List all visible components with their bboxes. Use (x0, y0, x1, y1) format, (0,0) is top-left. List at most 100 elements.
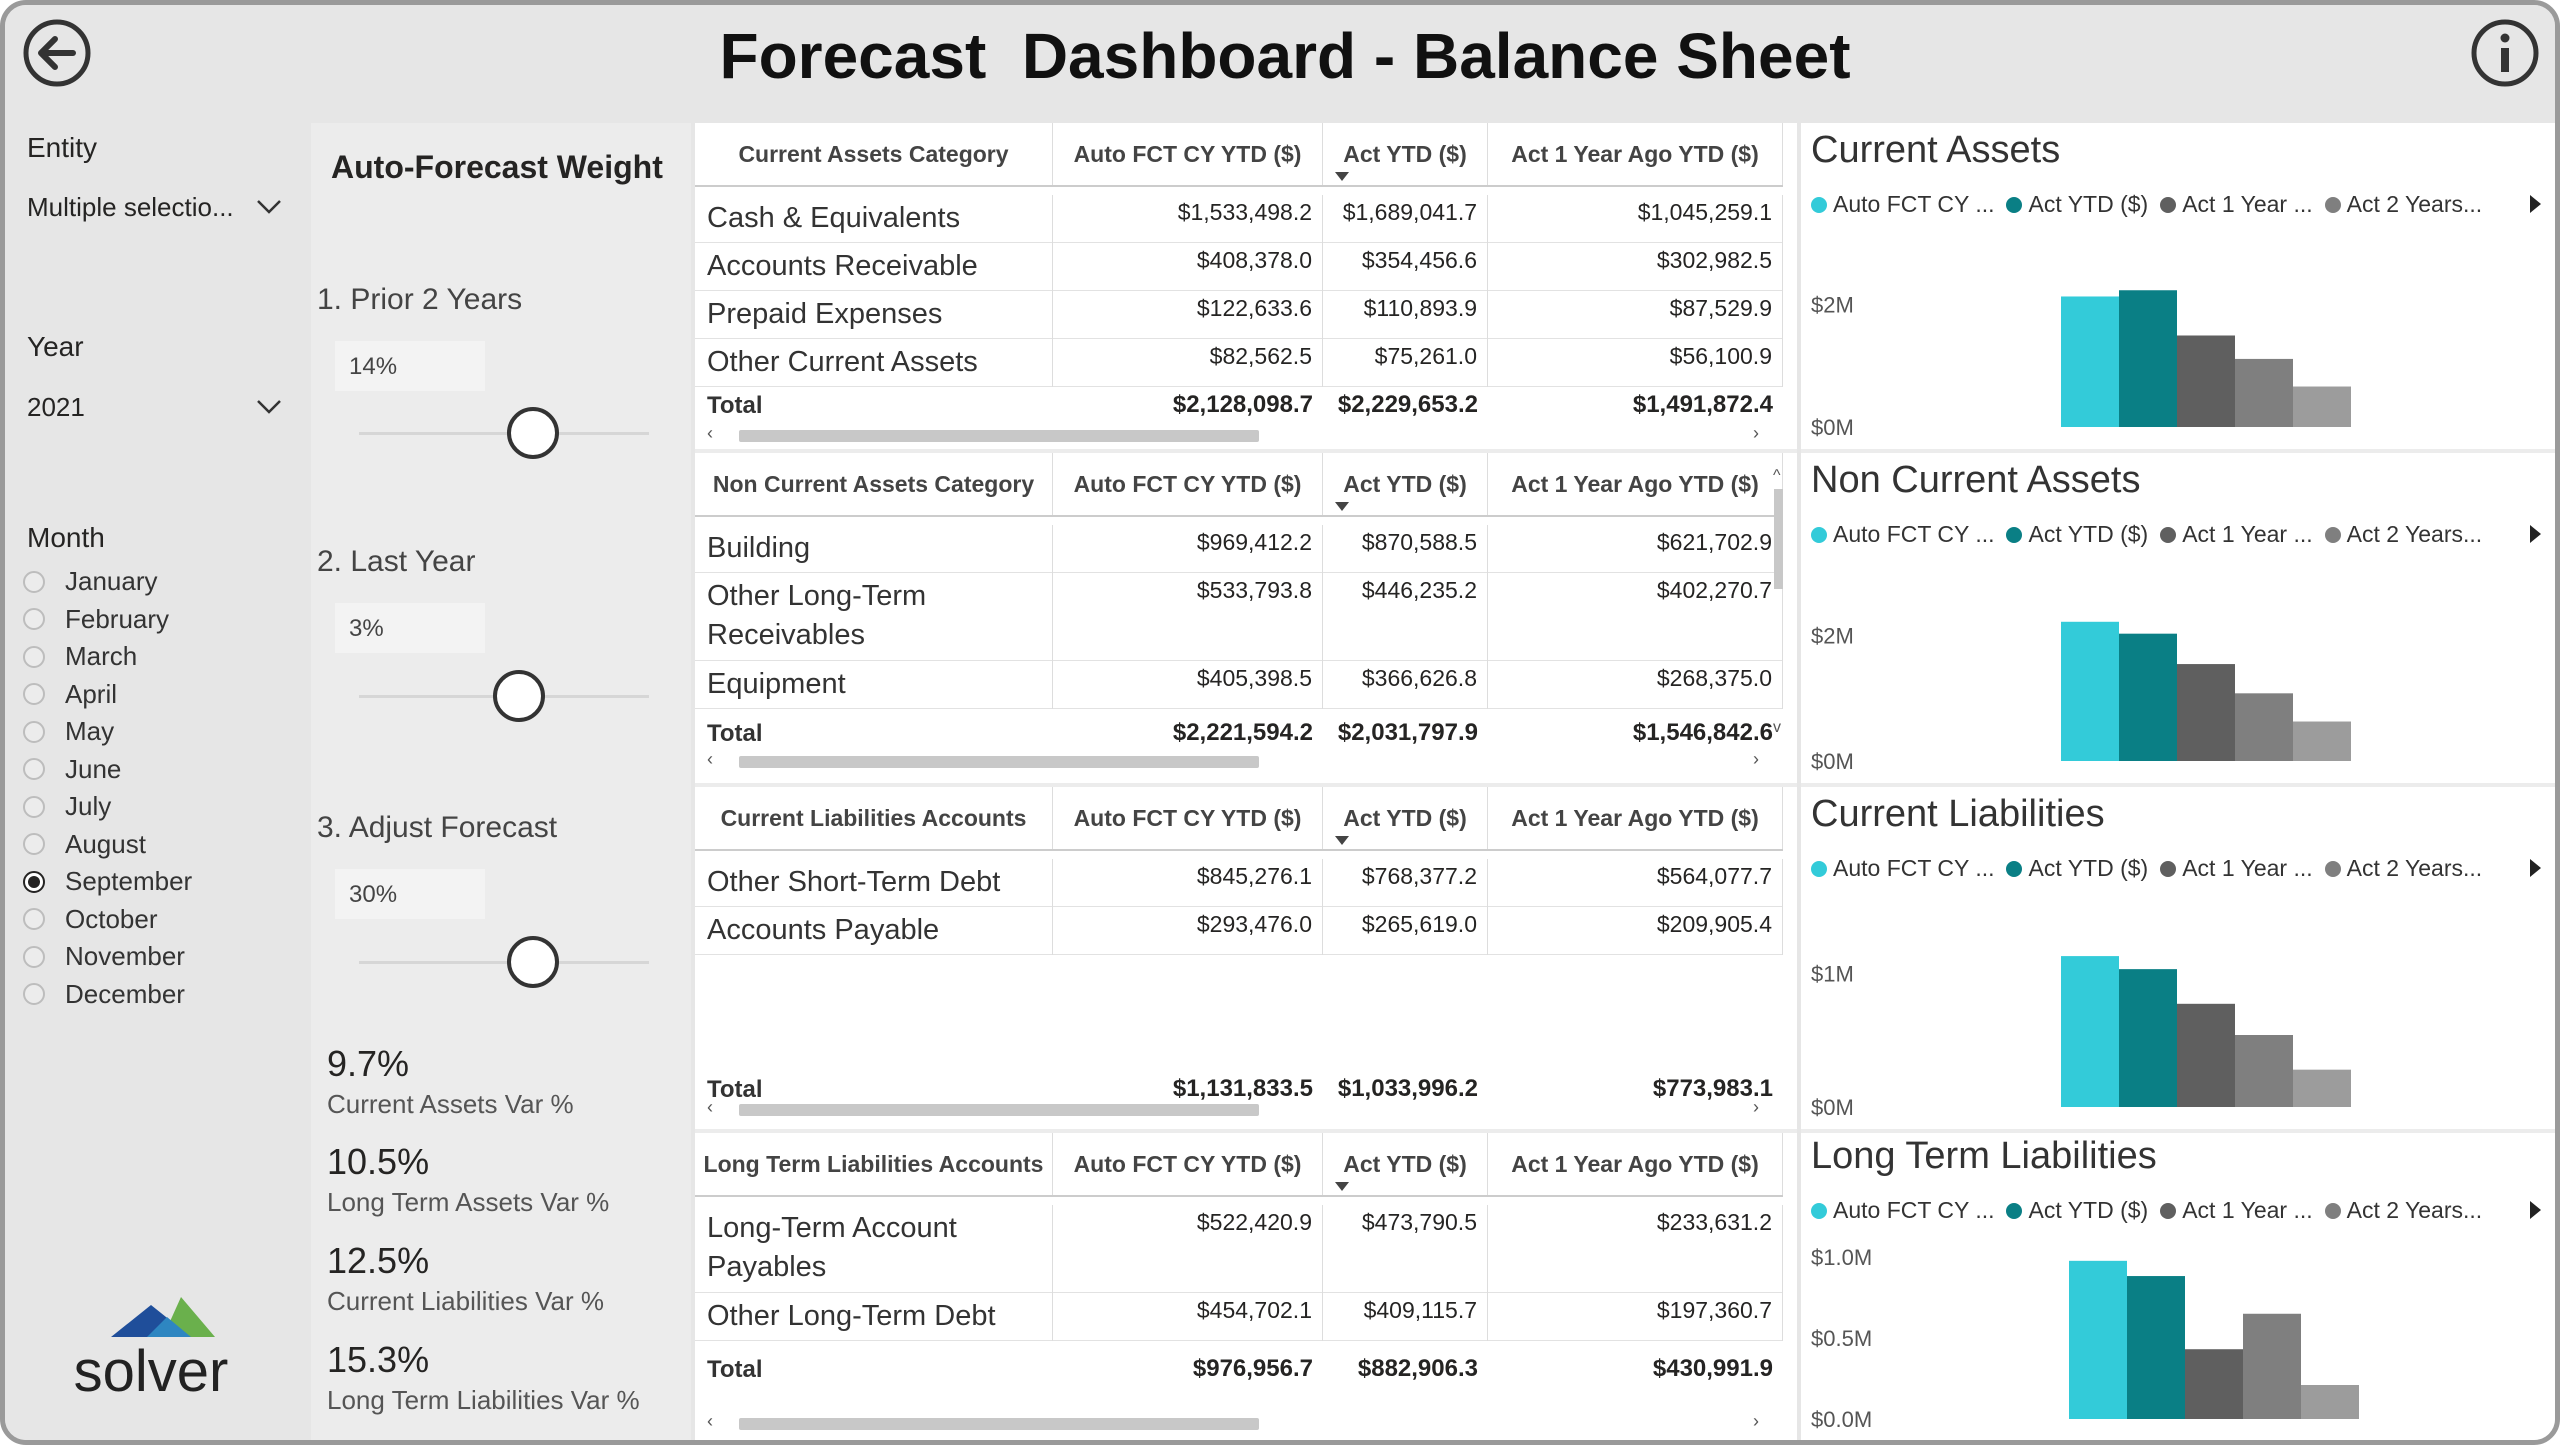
column-header[interactable]: Non Current Assets Category (695, 453, 1053, 515)
radio-button[interactable] (23, 908, 45, 931)
legend-item[interactable]: Act 2 Years... (2324, 1197, 2482, 1224)
legend-item[interactable]: Auto FCT CY ... (1811, 191, 1994, 218)
horizontal-scrollbar[interactable]: ‹ › (703, 1411, 1763, 1433)
prior-2-years-slider-track[interactable] (359, 432, 649, 435)
month-option-august[interactable]: August (23, 826, 192, 864)
month-option-november[interactable]: November (23, 938, 192, 976)
scroll-left-icon[interactable]: ‹ (707, 1411, 713, 1431)
legend-next-icon[interactable] (2530, 525, 2541, 543)
bar-2[interactable] (2177, 335, 2235, 427)
scroll-right-icon[interactable]: › (1753, 423, 1759, 443)
bar-3[interactable] (2235, 693, 2293, 761)
column-header[interactable]: Act YTD ($) (1323, 453, 1488, 515)
table-row[interactable]: Equipment $405,398.5 $366,626.8 $268,375.0 (695, 661, 1783, 709)
column-header[interactable]: Current Liabilities Accounts (695, 787, 1053, 849)
radio-button[interactable] (23, 945, 45, 968)
scrollbar-thumb[interactable] (739, 1418, 1259, 1430)
radio-button[interactable] (23, 645, 45, 668)
column-header[interactable]: Act 1 Year Ago YTD ($) (1488, 453, 1783, 515)
adjust-forecast-slider-track[interactable] (359, 961, 649, 964)
scrollbar-thumb[interactable] (739, 1104, 1259, 1116)
table-row[interactable]: Prepaid Expenses $122,633.6 $110,893.9 $87,… (695, 291, 1783, 339)
month-option-february[interactable]: February (23, 601, 192, 639)
column-header[interactable]: Act YTD ($) (1323, 1133, 1488, 1195)
scroll-left-icon[interactable]: ‹ (707, 423, 713, 443)
legend-item[interactable]: Act 2 Years... (2324, 191, 2482, 218)
vertical-scrollbar[interactable]: ^ v (1773, 467, 1783, 736)
table-row[interactable]: Long-Term Account Payables $522,420.9 $473… (695, 1205, 1783, 1293)
column-header[interactable]: Act YTD ($) (1323, 787, 1488, 849)
column-header[interactable]: Auto FCT CY YTD ($) (1053, 123, 1323, 185)
radio-button[interactable] (23, 570, 45, 593)
radio-button[interactable] (23, 720, 45, 743)
legend-item[interactable]: Act 1 Year ... (2160, 521, 2313, 548)
bar-0[interactable] (2069, 1260, 2127, 1419)
horizontal-scrollbar[interactable]: ‹ › (703, 1097, 1763, 1119)
table-row[interactable]: Other Short-Term Debt $845,276.1 $768,377.… (695, 859, 1783, 907)
bar-0[interactable] (2061, 296, 2119, 427)
radio-button[interactable] (23, 833, 45, 856)
table-row[interactable]: Building $969,412.2 $870,588.5 $621,702.9 (695, 525, 1783, 573)
legend-item[interactable]: Act YTD ($) (2006, 191, 2148, 218)
legend-item[interactable]: Act 1 Year ... (2160, 855, 2313, 882)
column-header[interactable]: Long Term Liabilities Accounts (695, 1133, 1053, 1195)
back-arrow-icon[interactable] (21, 17, 93, 89)
month-option-march[interactable]: March (23, 638, 192, 676)
bar-2[interactable] (2177, 664, 2235, 761)
radio-button[interactable] (23, 758, 45, 781)
legend-next-icon[interactable] (2530, 1201, 2541, 1219)
column-header[interactable]: Auto FCT CY YTD ($) (1053, 453, 1323, 515)
table-row[interactable]: Other Long-Term Debt $454,702.1 $409,115.7… (695, 1293, 1783, 1341)
prior-2-years-slider-handle[interactable] (507, 407, 559, 459)
bar-0[interactable] (2061, 621, 2119, 761)
scroll-right-icon[interactable]: › (1753, 749, 1759, 769)
radio-button[interactable] (23, 983, 45, 1006)
column-header[interactable]: Auto FCT CY YTD ($) (1053, 1133, 1323, 1195)
column-header[interactable]: Act 1 Year Ago YTD ($) (1488, 123, 1783, 185)
info-icon[interactable] (2469, 17, 2541, 89)
scroll-left-icon[interactable]: ‹ (707, 749, 713, 769)
bar-1[interactable] (2127, 1276, 2185, 1419)
month-option-april[interactable]: April (23, 676, 192, 714)
scrollbar-thumb[interactable] (739, 756, 1259, 768)
legend-item[interactable]: Auto FCT CY ... (1811, 521, 1994, 548)
legend-item[interactable]: Act 2 Years... (2324, 855, 2482, 882)
legend-next-icon[interactable] (2530, 859, 2541, 877)
month-option-july[interactable]: July (23, 788, 192, 826)
bar-1[interactable] (2119, 633, 2177, 761)
scrollbar-thumb[interactable] (739, 430, 1259, 442)
month-option-june[interactable]: June (23, 751, 192, 789)
bar-2[interactable] (2185, 1349, 2243, 1419)
adjust-forecast-slider-handle[interactable] (507, 936, 559, 988)
legend-item[interactable]: Act 2 Years... (2324, 521, 2482, 548)
column-header[interactable]: Auto FCT CY YTD ($) (1053, 787, 1323, 849)
legend-item[interactable]: Act 1 Year ... (2160, 191, 2313, 218)
entity-dropdown[interactable]: Multiple selectio... (27, 185, 282, 229)
table-row[interactable]: Accounts Receivable $408,378.0 $354,456.6 $… (695, 243, 1783, 291)
table-row[interactable]: Accounts Payable $293,476.0 $265,619.0 $209… (695, 907, 1783, 955)
column-header[interactable]: Act 1 Year Ago YTD ($) (1488, 1133, 1783, 1195)
legend-item[interactable]: Act YTD ($) (2006, 855, 2148, 882)
radio-button[interactable] (23, 870, 45, 893)
bar-4[interactable] (2293, 1069, 2351, 1107)
scroll-right-icon[interactable]: › (1753, 1097, 1759, 1117)
month-option-october[interactable]: October (23, 901, 192, 939)
bar-0[interactable] (2061, 956, 2119, 1107)
legend-next-icon[interactable] (2530, 195, 2541, 213)
legend-item[interactable]: Auto FCT CY ... (1811, 855, 1994, 882)
last-year-input[interactable]: 3% (335, 603, 485, 653)
month-option-january[interactable]: January (23, 563, 192, 601)
legend-item[interactable]: Act 1 Year ... (2160, 1197, 2313, 1224)
column-header[interactable]: Current Assets Category (695, 123, 1053, 185)
radio-button[interactable] (23, 683, 45, 706)
bar-2[interactable] (2177, 1003, 2235, 1107)
month-option-september[interactable]: September (23, 863, 192, 901)
bar-3[interactable] (2235, 1035, 2293, 1107)
horizontal-scrollbar[interactable]: ‹ › (703, 749, 1763, 771)
horizontal-scrollbar[interactable]: ‹ › (703, 423, 1763, 445)
table-row[interactable]: Other Current Assets $82,562.5 $75,261.0 $5… (695, 339, 1783, 387)
table-row[interactable]: Other Long-Term Receivables $533,793.8 $44… (695, 573, 1783, 661)
last-year-slider-handle[interactable] (492, 670, 545, 722)
column-header[interactable]: Act YTD ($) (1323, 123, 1488, 185)
radio-button[interactable] (23, 795, 45, 818)
